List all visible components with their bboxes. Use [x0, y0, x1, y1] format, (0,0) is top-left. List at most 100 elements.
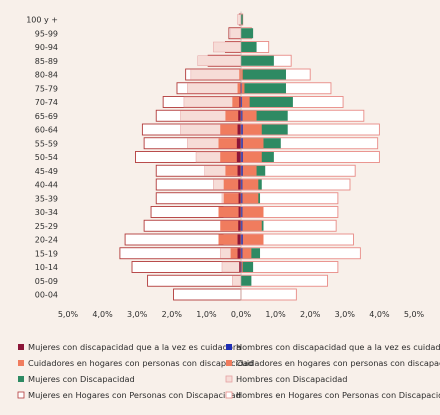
- bar-cuidadores-mujeres: [232, 97, 241, 107]
- bar-cuidadores-mujeres: [223, 179, 241, 190]
- bar-mujeres-cuidadora: [238, 110, 241, 121]
- bar-mujeres-discapacidad: [197, 55, 242, 66]
- bar-mujeres-cuidadora: [237, 248, 241, 259]
- bar-hombres-cuidador: [241, 152, 243, 162]
- bar-cuidadores-mujeres: [220, 124, 241, 135]
- bar-hombres-hogares: [240, 288, 297, 301]
- x-tick-label: 2,0%: [300, 310, 321, 319]
- bar-hombres-discapacidad: [241, 83, 286, 94]
- y-axis-tick-labels: 100 y + 95-99 90-94 85-89 80-84 75-79 70-74 65-…: [26, 16, 58, 300]
- y-tick-label: 55-59: [35, 139, 58, 148]
- bar-cuidadores-mujeres: [218, 234, 241, 245]
- bar-mujeres-cuidadora: [238, 220, 241, 231]
- bar-hombres-cuidador: [241, 97, 243, 107]
- bar-cuidadores-hombres: [241, 69, 243, 80]
- bar-hombres-cuidador: [241, 165, 243, 176]
- bar-mujeres-discapacidad: [230, 28, 242, 39]
- y-tick-label: 15-19: [35, 249, 58, 258]
- bar-hombres-cuidador: [241, 110, 243, 121]
- legend-label: Hombres con discapacidad que a la vez es…: [236, 342, 440, 352]
- bar-mujeres-cuidadora: [237, 124, 241, 135]
- legend-label: Hombres con Discapacidad: [236, 374, 348, 384]
- bar-cuidadores-hombres: [241, 220, 262, 231]
- bar-cuidadores-mujeres: [223, 193, 241, 204]
- legend-swatch: [226, 360, 232, 366]
- x-tick-label: 5,0%: [404, 310, 425, 319]
- legend: Mujeres con discapacidad que a la vez es…: [17, 342, 440, 400]
- legend-swatch: [18, 360, 24, 366]
- x-tick-label: 3,0%: [335, 310, 356, 319]
- x-tick-label: 5,0%: [58, 310, 79, 319]
- y-tick-label: 40-44: [35, 181, 58, 190]
- bar-hombres-discapacidad: [241, 14, 243, 25]
- bar-cuidadores-hombres: [241, 152, 262, 162]
- bar-cuidadores-hombres: [241, 138, 264, 149]
- bar-mujeres-cuidadora: [238, 207, 241, 217]
- bar-mujeres-cuidadora: [237, 165, 241, 176]
- bar-mujeres-discapacidad: [213, 41, 242, 53]
- bar-mujeres-cuidadora: [238, 193, 241, 204]
- bar-cuidadores-hombres: [241, 97, 250, 107]
- bar-mujeres-cuidadora: [236, 152, 241, 162]
- bar-mujeres-discapacidad: [190, 69, 242, 80]
- y-tick-label: 35-39: [35, 194, 58, 203]
- bar-mujeres-hogares: [147, 274, 242, 287]
- bar-cuidadores-mujeres: [225, 165, 241, 176]
- legend-swatch: [225, 391, 233, 399]
- bar-hombres-discapacidad: [241, 262, 254, 272]
- bar-mujeres-discapacidad: [237, 14, 242, 25]
- bar-mujeres-cuidadora: [239, 262, 241, 272]
- bar-hombres-cuidador: [241, 262, 242, 272]
- y-tick-label: 90-94: [35, 43, 58, 52]
- legend-label: Cuidadores en hogares con personas con d…: [236, 358, 440, 368]
- y-tick-label: 10-14: [35, 263, 58, 272]
- y-tick-label: 65-69: [35, 112, 58, 121]
- y-tick-label: 45-49: [35, 167, 58, 176]
- bars-group: [119, 11, 380, 301]
- y-tick-label: 75-79: [35, 84, 58, 93]
- x-tick-label: 4,0%: [369, 310, 390, 319]
- bar-hombres-discapacidad: [241, 69, 286, 80]
- legend-swatch: [225, 375, 233, 383]
- bar-hombres-discapacidad: [241, 97, 293, 107]
- x-axis-tick-labels: 5,0% 4,0% 3,0% 2,0% 1,0% 0,0% 1,0% 2,0% 3,0% 4,0%…: [58, 310, 425, 319]
- y-tick-label: 05-09: [35, 277, 58, 286]
- bar-hombres-discapacidad: [241, 124, 288, 135]
- bar-cuidadores-hombres: [241, 193, 259, 204]
- bar-cuidadores-mujeres: [220, 152, 241, 162]
- bar-cuidadores-hombres: [241, 83, 245, 94]
- y-tick-label: 70-74: [35, 98, 58, 107]
- x-tick-label: 1,0%: [265, 310, 286, 319]
- bar-cuidadores-hombres: [241, 165, 257, 176]
- legend-swatch: [18, 376, 24, 382]
- x-tick-label: 1,0%: [196, 310, 217, 319]
- bar-hombres-cuidador: [241, 193, 243, 204]
- bar-hombres-discapacidad: [241, 110, 288, 121]
- legend-swatch: [17, 391, 25, 399]
- bar-hombres-cuidador: [241, 83, 242, 94]
- y-tick-label: 85-89: [35, 57, 58, 66]
- bar-mujeres-cuidadora: [238, 179, 241, 190]
- bar-cuidadores-hombres: [241, 124, 262, 135]
- legend-label: Cuidadores en hogares con personas con d…: [28, 358, 253, 368]
- bar-mujeres-hogares: [173, 288, 242, 301]
- bar-hombres-discapacidad: [241, 28, 254, 39]
- bar-cuidadores-hombres: [241, 207, 264, 217]
- bar-hombres-cuidador: [241, 124, 243, 135]
- x-tick-label: 0,0%: [231, 310, 252, 319]
- bar-hombres-cuidador: [241, 248, 243, 259]
- legend-label: Hombres en Hogares con Personas con Disc…: [236, 390, 440, 400]
- x-tick-label: 3,0%: [127, 310, 148, 319]
- bar-cuidadores-mujeres: [225, 110, 241, 121]
- bar-hombres-cuidador: [241, 220, 243, 231]
- y-tick-label: 80-84: [35, 71, 58, 80]
- bar-hombres-discapacidad: [241, 275, 252, 286]
- bar-mujeres-cuidadora: [237, 234, 241, 245]
- bar-cuidadores-hombres: [241, 179, 259, 190]
- bar-cuidadores-mujeres: [230, 248, 241, 259]
- bar-hombres-discapacidad: [241, 55, 274, 66]
- bar-cuidadores-mujeres: [218, 138, 241, 149]
- legend-swatch: [18, 344, 24, 350]
- bar-mujeres-cuidadora: [236, 138, 241, 149]
